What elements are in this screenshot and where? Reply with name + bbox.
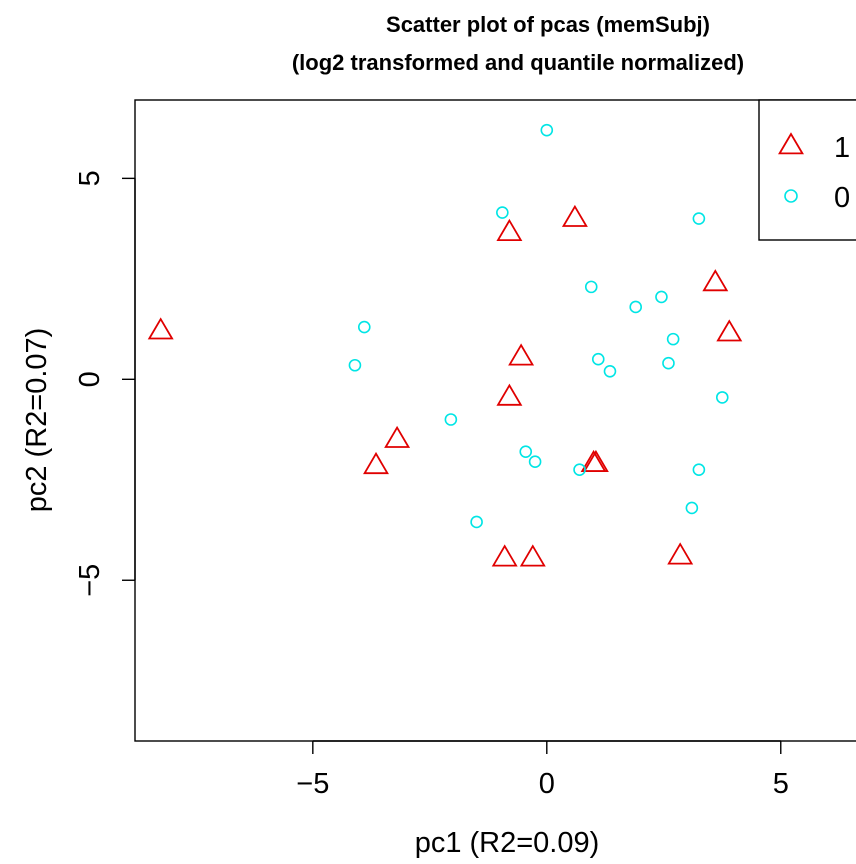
data-point-circle <box>348 358 362 372</box>
data-point-circle <box>685 501 699 515</box>
data-point-circle <box>692 463 706 477</box>
data-point-triangle <box>702 269 729 292</box>
y-axis-label: pc2 (R2=0.07) <box>21 328 53 513</box>
data-point-circle <box>357 320 371 334</box>
data-point-circle <box>692 212 706 225</box>
data-point-circle <box>540 123 554 137</box>
data-point-circle <box>584 280 598 294</box>
x-tick-label: 0 <box>539 768 555 800</box>
y-tick-label: 5 <box>74 170 106 186</box>
data-point-circle <box>470 515 483 529</box>
data-point-circle <box>629 300 643 314</box>
data-point-triangle <box>363 451 389 475</box>
data-point-circle <box>715 391 729 404</box>
x-axis: −5 0 5 <box>296 740 789 800</box>
data-point-triangle <box>667 542 694 565</box>
data-point-triangle <box>508 343 535 366</box>
data-points <box>147 123 743 567</box>
data-point-triangle <box>491 544 518 567</box>
data-point-circle <box>666 332 680 346</box>
data-point-circle <box>662 356 675 370</box>
plot-frame <box>134 99 856 742</box>
x-tick-label: 5 <box>773 768 789 800</box>
data-point-triangle <box>561 204 588 227</box>
data-point-triangle <box>384 425 411 448</box>
data-point-triangle <box>147 317 174 340</box>
legend-circle-icon <box>784 189 798 203</box>
legend-triangle-icon <box>778 132 804 155</box>
chart-title: Scatter plot of pcas (memSubj) <box>386 12 710 37</box>
data-point-circle <box>444 413 458 426</box>
data-point-circle <box>528 455 542 468</box>
y-tick-label: −5 <box>74 564 106 597</box>
x-tick-label: −5 <box>296 768 329 800</box>
data-point-triangle <box>580 449 607 473</box>
data-point-circle <box>519 445 533 458</box>
data-point-circle <box>603 364 617 378</box>
data-point-circle <box>591 352 605 366</box>
data-point-circle <box>496 206 509 219</box>
chart-subtitle: (log2 transformed and quantile normalize… <box>292 50 744 75</box>
y-axis: −5 0 5 <box>74 170 136 597</box>
y-tick-label: 0 <box>74 371 106 387</box>
data-point-triangle <box>519 544 546 567</box>
data-point-circle <box>573 463 586 477</box>
x-axis-label: pc1 (R2=0.09) <box>415 827 600 859</box>
data-point-triangle <box>496 383 523 406</box>
legend: 10 <box>758 99 856 241</box>
legend-box <box>758 99 856 241</box>
data-point-triangle <box>716 319 743 342</box>
data-point-triangle <box>496 218 523 242</box>
legend-label: 1 <box>834 132 850 164</box>
data-point-circle <box>655 290 668 304</box>
legend-label: 0 <box>834 182 850 214</box>
